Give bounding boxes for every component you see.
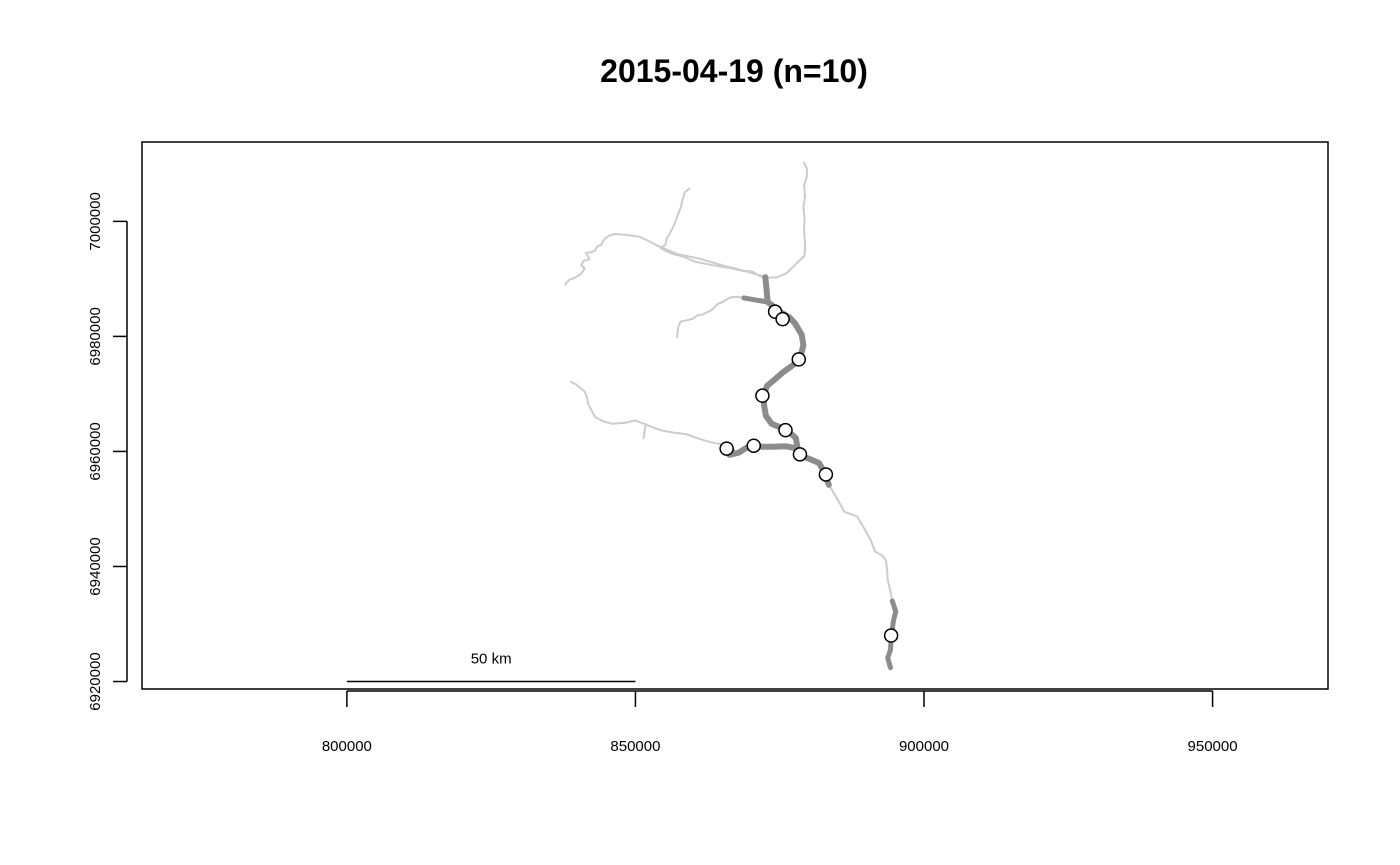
chart-title: 2015-04-19 (n=10) <box>600 53 868 89</box>
observation-point <box>755 388 770 403</box>
river-segment-5 <box>642 422 647 440</box>
observation-point <box>792 447 808 462</box>
observation-point <box>778 422 793 438</box>
observation-point <box>746 438 762 453</box>
x-tick-label: 850000 <box>610 738 660 755</box>
observation-point <box>719 441 734 456</box>
x-tick-label: 950000 <box>1188 738 1238 755</box>
river-segment-1 <box>659 161 808 279</box>
river-segment-4 <box>569 380 733 452</box>
scale-bar-label: 50 km <box>471 651 512 668</box>
river-network <box>564 161 899 671</box>
river-segment-6 <box>827 483 894 602</box>
y-tick-label: 6960000 <box>87 422 104 480</box>
y-tick-label: 7000000 <box>87 192 104 250</box>
y-tick-label: 6980000 <box>87 307 104 365</box>
y-axis: 6920000 6940000 6960000 6980000 7000000 <box>87 192 128 711</box>
x-tick-label: 800000 <box>322 738 372 755</box>
plot-frame <box>141 141 1329 690</box>
river-segment-9 <box>741 295 771 305</box>
observation-point <box>791 352 807 367</box>
river-segment-3 <box>676 295 763 338</box>
x-tick-label: 900000 <box>899 738 949 755</box>
scale-bar: 50 km <box>346 651 636 683</box>
observation-points <box>719 304 899 643</box>
observation-point <box>775 311 790 327</box>
y-tick-label: 6920000 <box>87 652 104 710</box>
y-tick-label: 6940000 <box>87 537 104 595</box>
x-axis: 800000 850000 900000 950000 <box>322 690 1238 755</box>
observation-point <box>883 628 899 643</box>
river-segment-2 <box>564 233 767 286</box>
river-segment-8 <box>721 441 801 458</box>
observation-point <box>818 467 834 482</box>
